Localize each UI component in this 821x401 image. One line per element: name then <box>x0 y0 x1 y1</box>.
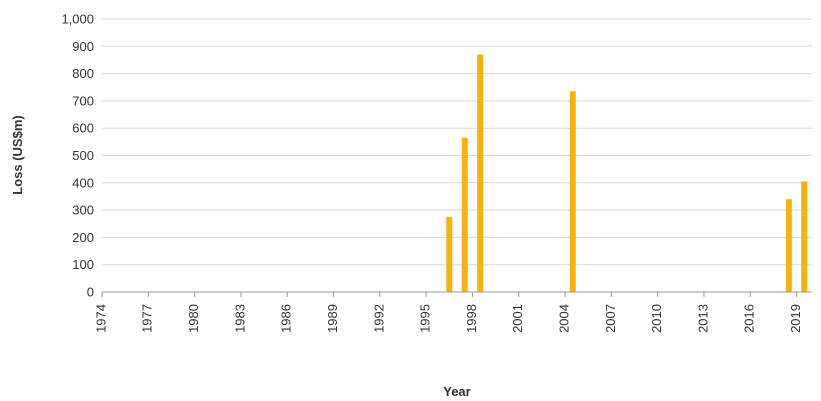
x-tick-label: 1974 <box>93 304 108 333</box>
y-tick-label: 0 <box>87 285 94 300</box>
x-tick-label: 2001 <box>510 304 525 333</box>
x-tick-label: 2007 <box>603 304 618 333</box>
y-axis-title: Loss (US$m) <box>10 115 25 194</box>
x-tick-labels: 1974 1977 1980 1983 1986 1989 1992 1995 1998 2001… <box>93 292 803 333</box>
x-tick-label: 1980 <box>186 304 201 333</box>
y-tick-label: 800 <box>72 66 94 81</box>
gridlines <box>102 18 812 266</box>
x-axis-title: Year <box>443 384 470 399</box>
bar <box>461 137 468 292</box>
bar <box>801 181 808 292</box>
x-tick-label: 1992 <box>371 304 386 333</box>
bar <box>785 199 792 292</box>
y-tick-label: 100 <box>72 257 94 272</box>
y-tick-label: 300 <box>72 203 94 218</box>
x-tick-label: 1983 <box>232 304 247 333</box>
x-tick-label: 2004 <box>556 304 571 333</box>
y-tick-label: 700 <box>72 93 94 108</box>
x-tick-label: 1977 <box>140 304 155 333</box>
y-tick-label: 600 <box>72 121 94 136</box>
x-tick-label: 2016 <box>742 304 757 333</box>
x-tick-label: 2019 <box>788 304 803 333</box>
x-tick-label: 1995 <box>418 304 433 333</box>
y-tick-label: 900 <box>72 39 94 54</box>
x-tick-label: 1989 <box>325 304 340 333</box>
x-tick-label: 1998 <box>464 304 479 333</box>
x-tick-label: 1986 <box>279 304 294 333</box>
bar <box>569 91 576 292</box>
bar <box>446 216 453 292</box>
y-tick-labels: 0 100 200 300 400 500 600 700 800 900 1,000 <box>61 12 94 300</box>
y-tick-label: 400 <box>72 175 94 190</box>
bars <box>446 54 808 292</box>
y-tick-label: 500 <box>72 148 94 163</box>
y-tick-label: 200 <box>72 230 94 245</box>
y-tick-label: 1,000 <box>61 12 94 27</box>
x-tick-label: 2010 <box>649 304 664 333</box>
x-tick-label: 2013 <box>695 304 710 333</box>
bar <box>477 54 484 292</box>
